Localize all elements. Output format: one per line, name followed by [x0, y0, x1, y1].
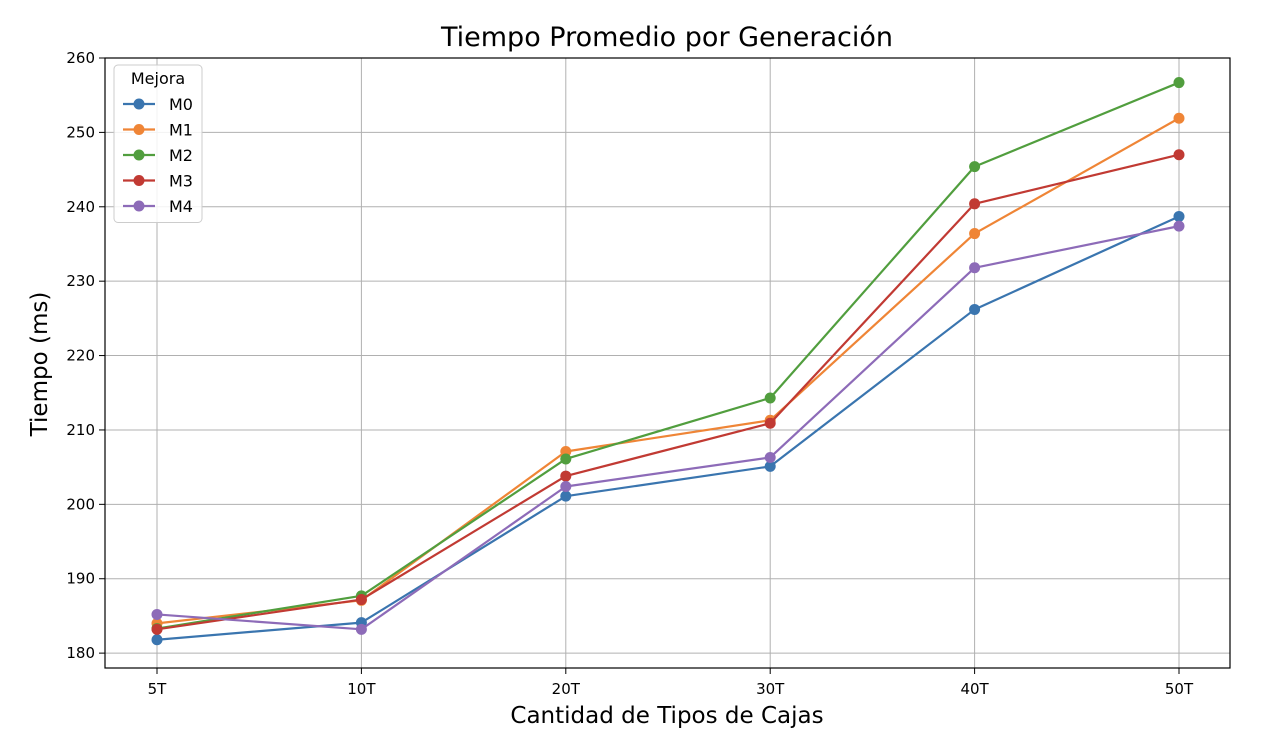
- legend-item-m1: M1: [123, 121, 193, 140]
- x-tick-label: 20T: [552, 680, 581, 698]
- series-layer: [151, 77, 1185, 646]
- grid-lines: [105, 57, 1230, 668]
- series-m4: [151, 220, 1185, 635]
- y-tick-label: 250: [66, 123, 95, 141]
- data-point: [151, 608, 163, 620]
- x-axis: 5T 10T 20T 30T 40T 50T: [148, 668, 1194, 698]
- legend-swatch-marker: [133, 175, 145, 186]
- series-line: [156, 215, 1180, 641]
- legend-label: M3: [169, 172, 193, 191]
- x-tick-label: 5T: [148, 680, 168, 698]
- data-point: [969, 161, 981, 173]
- legend-label: M4: [169, 197, 193, 216]
- data-point: [1173, 77, 1185, 89]
- data-point: [1173, 220, 1185, 232]
- data-point: [560, 470, 572, 482]
- y-tick-label: 220: [66, 347, 95, 365]
- plot-frame: [104, 57, 1231, 669]
- data-point: [969, 228, 981, 240]
- legend: Mejora M0 M1 M2 M3 M4: [113, 64, 203, 223]
- legend-item-m3: M3: [123, 172, 193, 191]
- y-axis: 180 190 200 210 220 230 240 250 260: [66, 49, 105, 662]
- legend-title: Mejora: [131, 69, 185, 88]
- legend-label: M0: [169, 95, 193, 114]
- y-tick-label: 230: [66, 272, 95, 290]
- y-tick-label: 200: [66, 495, 95, 513]
- data-point: [560, 490, 572, 502]
- x-tick-label: 30T: [756, 680, 785, 698]
- legend-item-m0: M0: [123, 95, 193, 114]
- legend-swatch-marker: [133, 98, 145, 110]
- data-point: [764, 451, 776, 463]
- series-m0: [151, 210, 1185, 646]
- data-point: [969, 303, 981, 315]
- data-point: [355, 623, 367, 635]
- series-line: [156, 81, 1180, 630]
- data-point: [764, 392, 776, 404]
- data-point: [355, 594, 367, 606]
- legend-label: M1: [169, 121, 193, 140]
- legend-swatch-marker: [133, 200, 145, 212]
- y-tick-label: 190: [66, 570, 95, 588]
- x-tick-label: 40T: [960, 680, 989, 698]
- data-point: [151, 634, 163, 646]
- legend-swatch-marker: [133, 149, 145, 161]
- legend-swatch-marker: [133, 124, 145, 135]
- series-m3: [151, 149, 1185, 635]
- data-point: [969, 262, 981, 274]
- data-point: [1173, 112, 1185, 124]
- data-point: [151, 623, 163, 635]
- y-tick-label: 180: [66, 644, 95, 662]
- y-tick-label: 260: [66, 49, 95, 67]
- x-tick-label: 50T: [1165, 680, 1194, 698]
- series-line: [156, 117, 1180, 625]
- data-point: [1173, 149, 1185, 161]
- legend-label: M2: [169, 146, 193, 165]
- data-point: [560, 480, 572, 492]
- data-point: [764, 417, 776, 429]
- chart-title: Tiempo Promedio por Generación: [440, 22, 893, 53]
- y-axis-label: Tiempo (ms): [27, 292, 53, 438]
- series-line: [156, 225, 1180, 631]
- x-axis-label: Cantidad de Tipos de Cajas: [510, 703, 823, 729]
- data-point: [560, 453, 572, 465]
- data-point: [969, 198, 981, 210]
- series-line: [156, 153, 1180, 631]
- y-tick-label: 210: [66, 421, 95, 439]
- data-point: [764, 460, 776, 472]
- data-point: [1173, 210, 1185, 222]
- legend-item-m4: M4: [123, 197, 193, 216]
- legend-item-m2: M2: [123, 146, 193, 165]
- x-tick-label: 10T: [347, 680, 376, 698]
- y-tick-label: 240: [66, 198, 95, 216]
